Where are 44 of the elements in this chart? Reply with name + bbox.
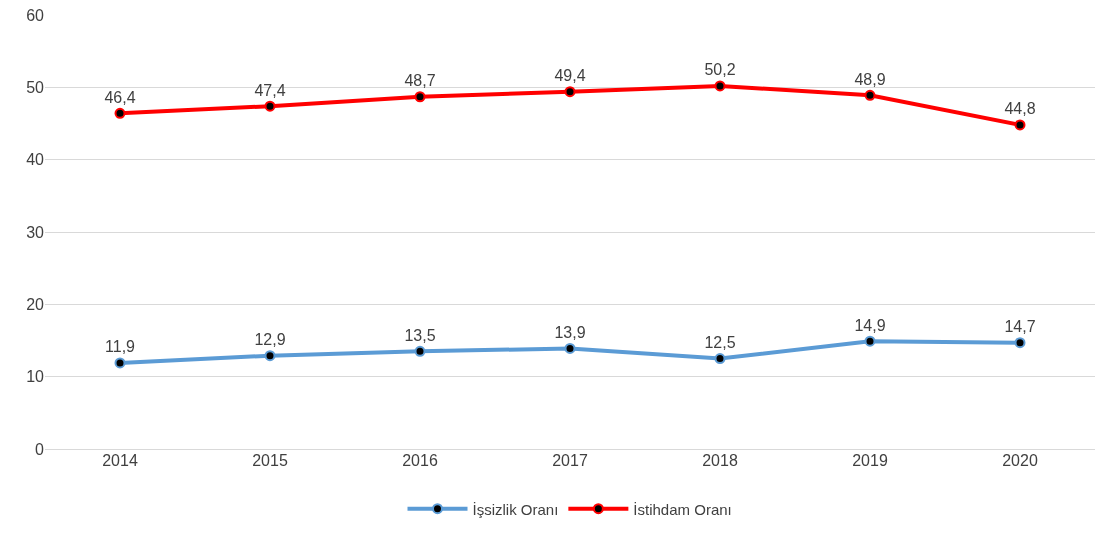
point [564, 86, 576, 98]
data-label: 14,7 [1004, 318, 1036, 336]
data-label: 48,9 [854, 70, 886, 88]
point [264, 100, 276, 112]
point [414, 345, 426, 357]
x-tick-label: 2014 [102, 452, 138, 469]
x-tick-label: 2019 [852, 452, 888, 469]
data-label: 13,5 [404, 326, 436, 344]
legend-label: İstihdam Oranı [633, 500, 732, 518]
point [1014, 119, 1026, 131]
data-label: 13,9 [554, 323, 586, 341]
data-label: 44,8 [1004, 100, 1036, 118]
point [714, 353, 726, 365]
x-tick-label: 2016 [402, 452, 438, 469]
point [414, 91, 426, 103]
data-label: 50,2 [704, 61, 736, 79]
data-label: 48,7 [404, 72, 436, 90]
point [114, 107, 126, 119]
data-label: 47,4 [254, 81, 286, 99]
point [864, 335, 876, 347]
data-label: 49,4 [554, 67, 586, 85]
x-tick-label: 2017 [552, 452, 588, 469]
point [564, 342, 576, 354]
y-tick-label: 0 [35, 440, 45, 458]
data-label: 12,9 [254, 331, 286, 349]
point [864, 89, 876, 101]
x-tick-label: 2015 [252, 452, 288, 469]
data-label: 11,9 [105, 338, 136, 356]
y-tick-label: 40 [26, 151, 45, 169]
legend-label: İşsizlik Oranı [472, 500, 559, 518]
x-tick-label: 2018 [702, 452, 738, 469]
y-tick-label: 10 [26, 368, 45, 386]
y-tick-label: 20 [26, 295, 45, 313]
data-label: 46,4 [104, 88, 136, 106]
y-tick-label: 30 [26, 223, 45, 241]
x-tick-label: 2020 [1002, 452, 1038, 469]
point [1014, 337, 1026, 349]
data-label: 14,9 [854, 316, 886, 334]
data-label: 12,5 [704, 333, 736, 351]
point [114, 357, 126, 369]
y-tick-label: 60 [26, 6, 45, 24]
y-tick-label: 50 [26, 78, 45, 96]
point [264, 350, 276, 362]
point [714, 80, 726, 92]
